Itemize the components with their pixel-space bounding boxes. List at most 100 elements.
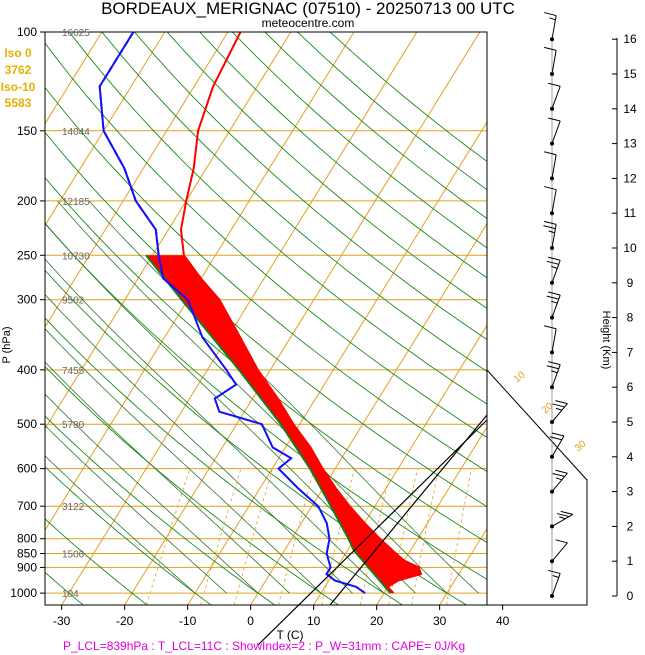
barb-shaft [551, 154, 557, 179]
dry-adiabat [134, 32, 487, 341]
wind-barbs [543, 12, 574, 598]
barb-shaft [551, 403, 568, 423]
barb-feather [544, 12, 557, 17]
km-tick-label: 12 [623, 171, 637, 185]
barb-feather [548, 256, 561, 261]
dry-adiabat [45, 317, 403, 605]
barb-feather [549, 436, 562, 441]
dewpoint-upper-line [98, 32, 160, 256]
iso10-label: Iso-10 [1, 80, 36, 94]
plot-frame [44, 31, 488, 606]
hodograph-ring-label: 20 [540, 400, 556, 416]
barb-shaft [551, 435, 565, 458]
x-tick-label: 30 [433, 614, 447, 628]
km-tick-label: 5 [627, 415, 634, 429]
p-tick-label: 850 [17, 547, 37, 561]
p-tick-label: 900 [17, 560, 37, 574]
dry-adiabat [68, 32, 487, 405]
x-tick-label: -30 [53, 614, 71, 628]
wind-barb [544, 12, 557, 42]
wind-barb [546, 291, 561, 320]
p-tick-label: 100 [17, 25, 37, 39]
barb-half-feather [549, 17, 556, 21]
mixing-ratio-line [411, 468, 440, 605]
moist-adiabat [45, 455, 196, 594]
mixing-ratio-line [446, 468, 472, 605]
wind-barb [550, 539, 568, 564]
mixing-ratio-line [388, 468, 418, 605]
hodograph-ring-label: 10 [512, 369, 528, 385]
wind-barb [544, 325, 557, 355]
height-label: 9502 [62, 296, 85, 307]
km-tick-label: 7 [627, 345, 634, 359]
barb-half-feather [555, 407, 563, 411]
barb-feather [548, 361, 561, 366]
km-tick-label: 6 [627, 380, 634, 394]
height-label: 3122 [62, 502, 85, 513]
barb-half-feather [551, 300, 558, 304]
temperature-profile-line [179, 32, 423, 594]
barb-feather [543, 225, 556, 230]
hodograph-axis [329, 414, 488, 606]
km-tick-label: 4 [627, 450, 634, 464]
height-label: 7455 [62, 366, 85, 377]
km-tick-label: 8 [627, 311, 634, 325]
x-tick-label: -10 [179, 614, 197, 628]
p-tick-label: 1000 [10, 586, 37, 600]
barb-half-feather [551, 370, 558, 374]
dry-adiabat [45, 42, 487, 438]
isotherm [61, 32, 418, 605]
barb-shaft [551, 542, 568, 562]
isotherm [0, 32, 39, 605]
x-tick-label: 0 [247, 614, 254, 628]
barb-shaft [551, 472, 568, 492]
moist-adiabat [45, 293, 353, 594]
barb-shaft [551, 573, 561, 597]
wind-barb [549, 432, 565, 459]
wind-barb [543, 220, 557, 250]
barb-feather [548, 117, 561, 122]
p-tick-label: 800 [17, 532, 37, 546]
dry-adiabat [45, 415, 276, 605]
barb-shaft [551, 50, 557, 75]
barb-feather [556, 513, 570, 518]
sounding-profiles [98, 32, 423, 594]
barb-feather [555, 469, 568, 474]
barb-shaft [551, 328, 557, 353]
barb-feather [552, 403, 565, 408]
hodograph-ring-label: 30 [573, 438, 589, 454]
barb-shaft [551, 294, 561, 318]
p-tick-label: 300 [17, 293, 37, 307]
x-tick-label: -20 [116, 614, 134, 628]
barb-shaft [551, 260, 561, 283]
dry-adiabat [45, 176, 487, 544]
km-tick-label: 11 [624, 206, 637, 220]
x-axis-label: T (C) [276, 628, 303, 642]
barb-feather [555, 539, 568, 544]
x-tick-label: 40 [496, 614, 510, 628]
barb-half-feather [548, 230, 555, 234]
dry-adiabat [199, 32, 487, 279]
p-tick-label: 200 [17, 194, 37, 208]
km-tick-label: 1 [627, 554, 634, 568]
dry-adiabat [166, 32, 487, 309]
wind-barb [546, 361, 561, 390]
km-tick-label: 3 [627, 485, 634, 499]
barb-feather [555, 400, 568, 405]
wind-barb [544, 186, 557, 216]
hodograph-diagonal [257, 419, 488, 646]
wind-barb [546, 256, 561, 285]
hodograph-panel [486, 368, 588, 606]
km-tick-label: 9 [627, 276, 634, 290]
moist-adiabat [45, 393, 259, 594]
dewpoint-profile-line [98, 32, 366, 594]
moist-adiabat [45, 424, 227, 594]
dry-adiabat [45, 86, 487, 473]
wind-barb [548, 82, 561, 111]
barb-feather [544, 151, 557, 156]
x-tick-label: 20 [370, 614, 384, 628]
barb-shaft [551, 513, 574, 527]
moist-adiabat [45, 361, 290, 594]
x-tick-label: 10 [307, 614, 321, 628]
